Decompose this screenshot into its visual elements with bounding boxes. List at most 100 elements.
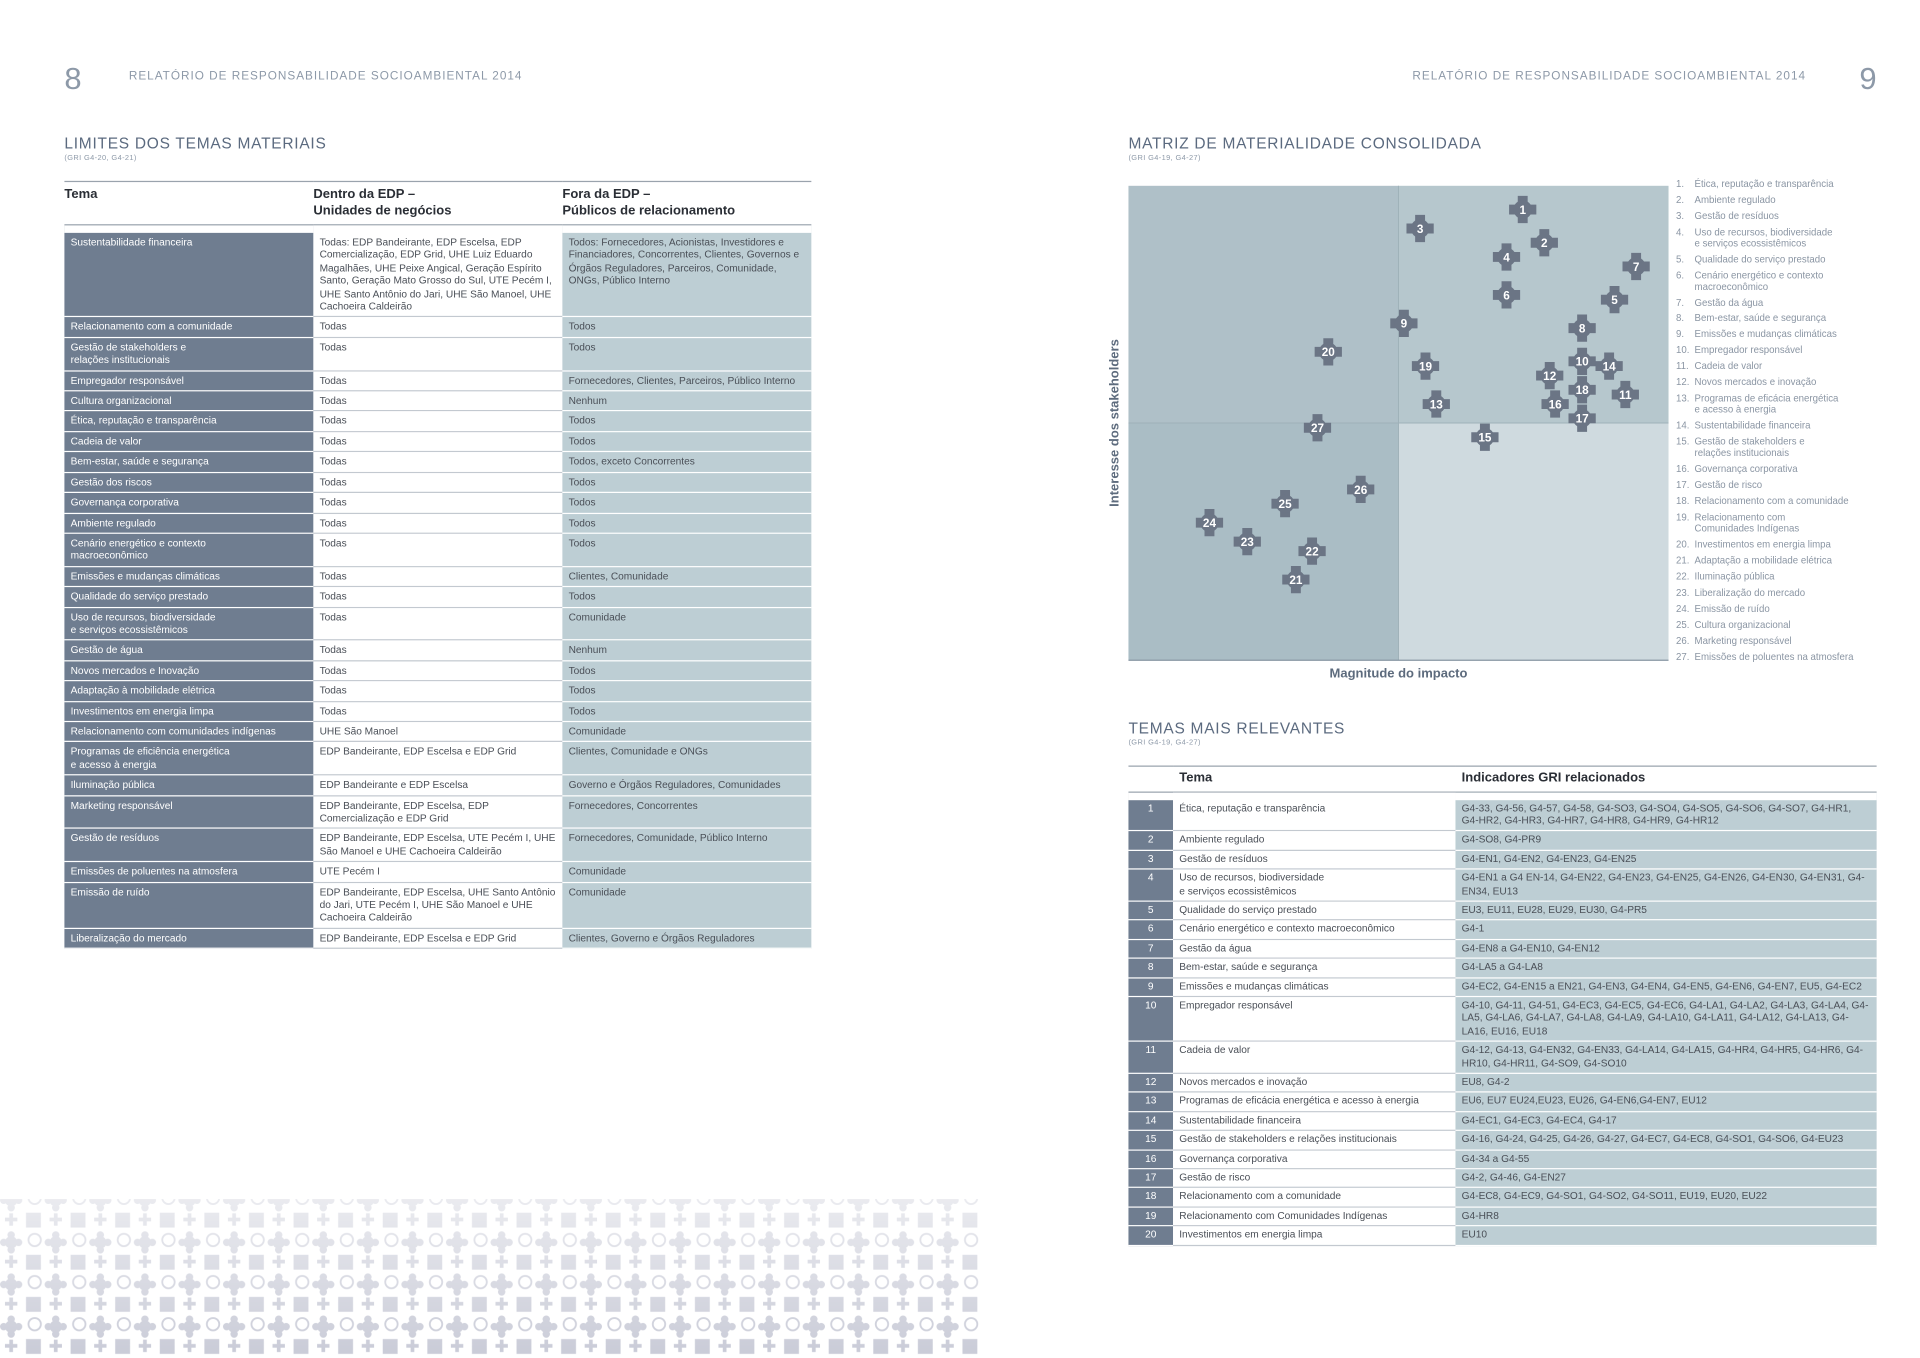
- point-marker-center: [1302, 541, 1322, 561]
- table-cell: 18: [1128, 1188, 1174, 1208]
- table-cell: G4-HR8: [1455, 1207, 1877, 1227]
- table-cell: Cenário energético e contexto macroeconô…: [64, 533, 314, 567]
- matrix-point: 5: [1600, 286, 1629, 314]
- table-cell: Todas: [313, 701, 563, 723]
- legend-item: 19. Relacionamento com Comunidades Indíge…: [1676, 512, 1887, 535]
- table-cell: G4-EC1, G4-EC3, G4-EC4, G4-17: [1455, 1112, 1877, 1132]
- point-marker-center: [1497, 247, 1516, 267]
- table-row: Marketing responsável EDP Bandeirante, ED…: [64, 795, 812, 830]
- table-cell: Gestão de stakeholders e relações instit…: [1173, 1131, 1456, 1151]
- legend-item: 18. Relacionamento com a comunidade: [1676, 496, 1887, 508]
- table-cell: EDP Bandeirante, EDP Escelsa e EDP Grid: [313, 742, 563, 776]
- matrix-point: 3: [1406, 214, 1434, 243]
- table-cell: Todos: [562, 472, 812, 494]
- table-cell: 20: [1128, 1226, 1174, 1246]
- table-cell: Bem-estar, saúde e segurança: [64, 452, 314, 473]
- header-row: Tema Indicadores GRI relacionados: [1128, 765, 1877, 793]
- table-cell: Todas: [313, 661, 563, 682]
- point-marker-center: [1275, 494, 1295, 513]
- table-cell: Cultura organizacional: [64, 391, 314, 412]
- table-cell: 7: [1128, 939, 1174, 959]
- point-marker-center: [1572, 318, 1592, 338]
- legend-text: Bem-estar, saúde e segurança: [1694, 312, 1827, 324]
- point-label: 6: [1503, 289, 1510, 302]
- table-row: 15 Gestão de stakeholders e relações inst…: [1128, 1131, 1877, 1151]
- point-label: 13: [1430, 398, 1444, 411]
- matrix-point: 27: [1303, 414, 1332, 442]
- table-row: Sustentabilidade financeira Todas: EDP Ba…: [64, 225, 812, 318]
- matrix-point: 9: [1390, 309, 1418, 338]
- table-cell: Investimentos em energia limpa: [1173, 1226, 1456, 1246]
- legend-number: 7.: [1675, 296, 1685, 308]
- point-marker-center: [1237, 532, 1257, 551]
- legend-text: Empregador responsável: [1694, 344, 1803, 357]
- legend-item: 9. Emissões e mudanças climáticas: [1675, 328, 1887, 341]
- legend-number: 6.: [1675, 269, 1685, 281]
- legend-number: 2.: [1675, 194, 1685, 206]
- matrix-point: 12: [1536, 361, 1564, 390]
- table-cell: Cenário energético e contexto macroeconô…: [1173, 920, 1456, 940]
- legend-number: 27.: [1675, 651, 1690, 663]
- point-marker-center: [1616, 385, 1635, 404]
- point-label: 19: [1419, 360, 1433, 373]
- table-cell: Comunidade: [562, 607, 812, 641]
- legend-text: Gestão de resíduos: [1694, 210, 1779, 222]
- section-title: MATRIZ DE MATERIALIDADE CONSOLIDADA: [1128, 135, 1482, 153]
- legend-number: 8.: [1675, 312, 1685, 324]
- table-cell: Relacionamento com a comunidade: [1173, 1188, 1456, 1208]
- matrix-point: 1: [1509, 195, 1537, 224]
- table-cell: Emissão de ruído: [64, 882, 314, 929]
- table-cell: G4-EN8 a G4-EN10, G4-EN12: [1455, 939, 1877, 959]
- table-cell: UHE São Manoel: [313, 722, 563, 743]
- table-cell: Sustentabilidade financeira: [64, 225, 314, 318]
- table-row: 2 Ambiente regulado G4-SO8, G4-PR9: [1128, 831, 1877, 851]
- point-marker-center: [1572, 352, 1592, 371]
- legend-number: 13.: [1675, 393, 1690, 405]
- point-label: 10: [1576, 356, 1590, 369]
- table-cell: Novos mercados e Inovação: [64, 661, 314, 682]
- section-title: LIMITES DOS TEMAS MATERIAIS: [64, 135, 327, 153]
- legend-item: 17. Gestão de risco: [1676, 479, 1887, 492]
- limits-table: Tema Dentro da EDP – Unidades de negócios…: [64, 180, 812, 950]
- legend-item: 25. Cultura organizacional: [1676, 619, 1887, 631]
- point-marker-center: [1410, 219, 1430, 238]
- matrix-point: 26: [1347, 475, 1375, 504]
- legend-text: Emissões e mudanças climáticas: [1694, 328, 1837, 340]
- table-cell: Fornecedores, Clientes, Parceiros, Públi…: [562, 371, 812, 392]
- legend-item: 10. Empregador responsável: [1676, 344, 1887, 357]
- matrix-legend: 1. Ética, reputação e transparência 2. Ambi…: [1675, 179, 1887, 669]
- table-row: Uso de recursos, biodiversidade e serviç…: [64, 607, 812, 641]
- legend-text: Iluminação pública: [1694, 570, 1775, 582]
- table-row: Liberalização do mercado EDP Bandeirante,…: [64, 928, 812, 950]
- table-row: Emissões de poluentes na atmosfera UTE Pe…: [64, 862, 812, 883]
- legend-text: Gestão de risco: [1694, 479, 1763, 491]
- legend-item: 21. Adaptação a mobilidade elétrica: [1676, 555, 1887, 567]
- table-row: Relacionamento com comunidades indígenas…: [64, 722, 812, 743]
- table-cell: Todos: [562, 681, 812, 702]
- legend-text: Programas de eficácia energética e acess…: [1694, 393, 1839, 416]
- point-marker-center: [1308, 418, 1327, 438]
- table-cell: Relacionamento com Comunidades Indígenas: [1173, 1207, 1456, 1227]
- table-cell: Comunidade: [562, 882, 812, 929]
- table-cell: Todos: [562, 432, 812, 453]
- table-row: 10 Empregador responsável G4-10, G4-11, G4…: [1128, 997, 1877, 1042]
- matrix-point: 10: [1568, 347, 1596, 375]
- table-cell: Fornecedores, Concorrentes: [562, 795, 812, 830]
- legend-item: 4. Uso de recursos, biodiversidade e serv…: [1676, 227, 1887, 250]
- table-row: 14 Sustentabilidade financeira G4-EC1, G4-…: [1128, 1112, 1877, 1132]
- table-cell: 17: [1128, 1169, 1174, 1189]
- table-cell: 6: [1128, 920, 1174, 940]
- table-cell: Iluminação pública: [64, 775, 314, 796]
- point-label: 4: [1503, 251, 1510, 264]
- point-marker-center: [1475, 427, 1495, 447]
- legend-text: Qualidade do serviço prestado: [1694, 253, 1826, 265]
- legend-number: 9.: [1675, 328, 1685, 340]
- point-marker-center: [1427, 394, 1446, 414]
- table-row: 9 Emissões e mudanças climáticas G4-EC2, G…: [1128, 978, 1877, 998]
- table-cell: 3: [1128, 850, 1174, 870]
- point-label: 15: [1478, 432, 1492, 445]
- section-title: TEMAS MAIS RELEVANTES: [1128, 719, 1346, 738]
- decorative-pattern: [0, 1199, 979, 1358]
- table-row: Gestão dos riscos Todas Todos: [64, 472, 812, 494]
- legend-number: 15.: [1675, 436, 1690, 448]
